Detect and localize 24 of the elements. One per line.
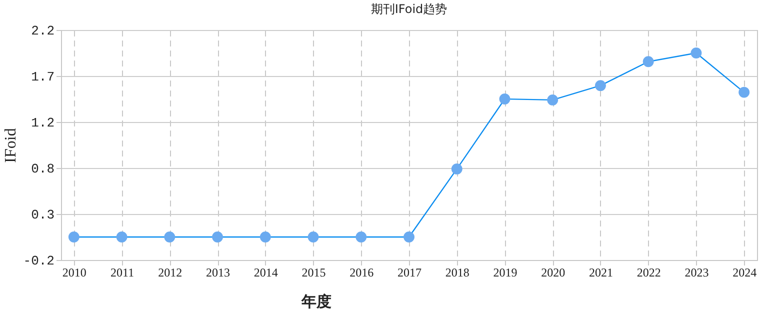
x-tick-label: 2018	[445, 266, 470, 280]
y-tick-label: 0.8	[31, 162, 54, 176]
x-tick-label: 2015	[302, 266, 326, 280]
x-tick-label: 2014	[254, 266, 278, 280]
y-tick-label: 0.3	[31, 208, 54, 222]
x-tick-label: 2020	[541, 266, 566, 280]
x-tick-label: 2021	[588, 266, 613, 280]
y-axis-title: IFoid	[2, 128, 20, 163]
x-tick-label: 2017	[398, 266, 422, 280]
x-tick-label: 2022	[636, 266, 661, 280]
x-tick-label: 2011	[110, 266, 134, 280]
y-tick-label: 1.2	[31, 116, 54, 130]
y-tick-label: 2.2	[31, 24, 54, 38]
x-tick-label: 2024	[732, 266, 757, 280]
y-tick-label: -0.2	[23, 254, 54, 268]
x-tick-label: 2013	[206, 266, 230, 280]
x-tick-label: 2012	[158, 266, 182, 280]
x-tick-label: 2023	[684, 266, 709, 280]
x-tick-label: 2019	[493, 266, 518, 280]
x-tick-label: 2010	[62, 266, 86, 280]
y-tick-label: 1.7	[31, 70, 54, 84]
chart-title: 期刊IFoid趋势	[370, 2, 448, 16]
x-axis-title: 年度	[300, 292, 332, 310]
x-tick-label: 2016	[350, 266, 374, 280]
